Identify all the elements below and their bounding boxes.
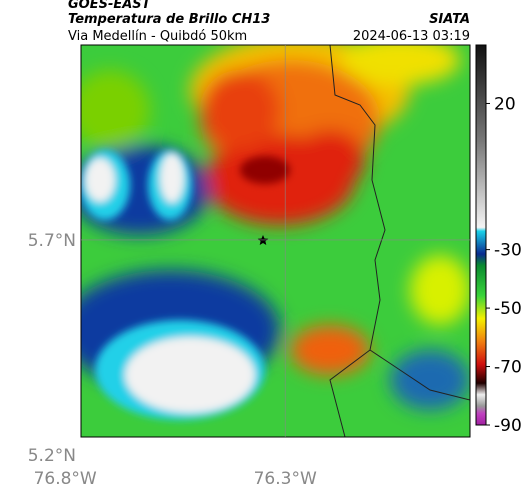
map-frame — [80, 44, 471, 438]
datetime: 2024-06-13 03:19 — [353, 29, 470, 44]
lat-label: 5.7°N — [28, 231, 76, 251]
subtitle: Via Medellín - Quibdó 50km — [68, 29, 247, 44]
colorbar-label: -90 — [494, 416, 522, 436]
lon-label: 76.3°W — [254, 469, 317, 489]
lat-label: 5.2°N — [28, 446, 76, 466]
satellite-image — [81, 45, 470, 437]
colorbar-label: 20 — [494, 94, 516, 114]
lon-label: 76.8°W — [34, 469, 97, 489]
colorbar-label: -50 — [494, 299, 522, 319]
colorbar-label: -70 — [494, 358, 522, 378]
colorbar — [475, 44, 487, 426]
colorbar-label: -30 — [494, 241, 522, 261]
source: GOES-EAST — [68, 0, 152, 12]
brand: SIATA — [429, 12, 470, 27]
border — [369, 349, 470, 401]
border — [329, 45, 386, 437]
title: Temperatura de Brillo CH13 — [68, 12, 270, 27]
